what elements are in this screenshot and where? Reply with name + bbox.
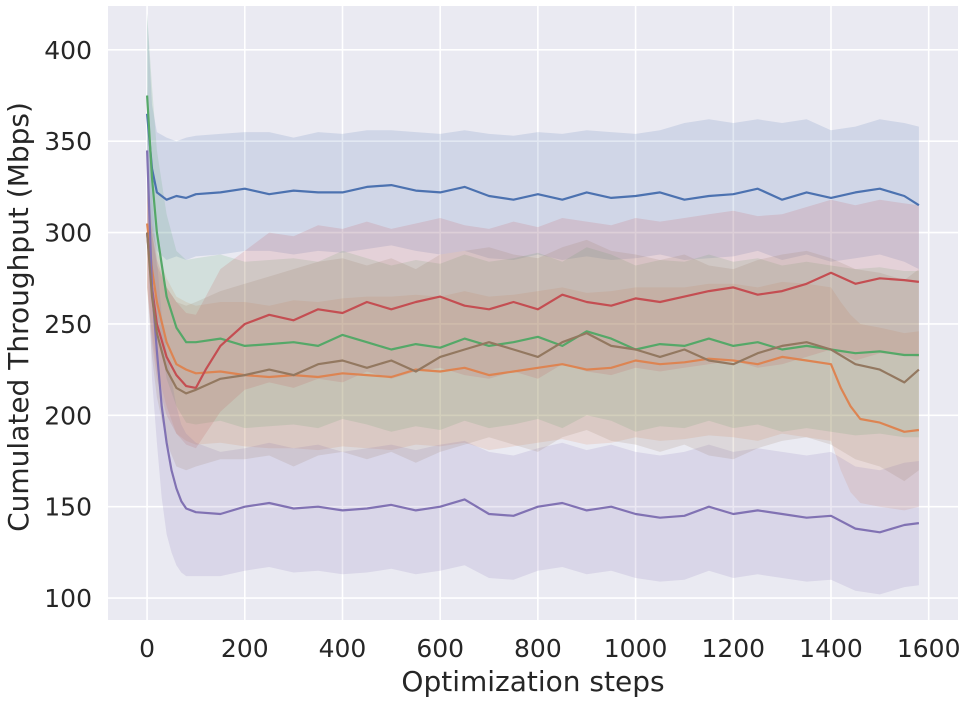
x-axis-label: Optimization steps <box>401 665 664 698</box>
x-tick-label: 1000 <box>604 634 668 663</box>
x-tick-label: 400 <box>319 634 367 663</box>
series-1-band <box>147 13 919 270</box>
y-axis-label: Cumulated Throughput (Mbps) <box>2 102 35 532</box>
series-2-band <box>147 177 919 511</box>
x-axis-ticks: 0 200 400 600 800 1000 1200 1400 1600 <box>139 634 960 663</box>
series-1-line <box>146 113 920 207</box>
x-tick-label: 200 <box>221 634 269 663</box>
y-tick-label: 250 <box>44 310 92 339</box>
confidence-bands <box>147 13 919 595</box>
series-lines <box>146 95 920 534</box>
series-4-band <box>147 196 919 449</box>
y-tick-label: 200 <box>44 401 92 430</box>
series-5-band <box>147 86 919 595</box>
y-tick-label: 100 <box>44 584 92 613</box>
y-tick-label: 150 <box>44 493 92 522</box>
x-tick-label: 1400 <box>799 634 863 663</box>
x-tick-label: 600 <box>416 634 464 663</box>
x-tick-label: 1200 <box>701 634 765 663</box>
series-6-line <box>146 232 920 395</box>
y-tick-label: 400 <box>44 36 92 65</box>
series-4-line <box>146 232 920 389</box>
x-tick-label: 800 <box>514 634 562 663</box>
y-axis-ticks: 100 150 200 250 300 350 400 <box>44 36 92 613</box>
gridlines <box>108 6 958 620</box>
series-5-line <box>146 150 920 534</box>
series-6-band <box>147 177 919 482</box>
x-tick-label: 0 <box>139 634 155 663</box>
series-3-band <box>147 13 919 438</box>
y-tick-label: 300 <box>44 219 92 248</box>
x-tick-label: 1600 <box>897 634 961 663</box>
series-3-line <box>146 95 919 357</box>
y-tick-label: 350 <box>44 127 92 156</box>
